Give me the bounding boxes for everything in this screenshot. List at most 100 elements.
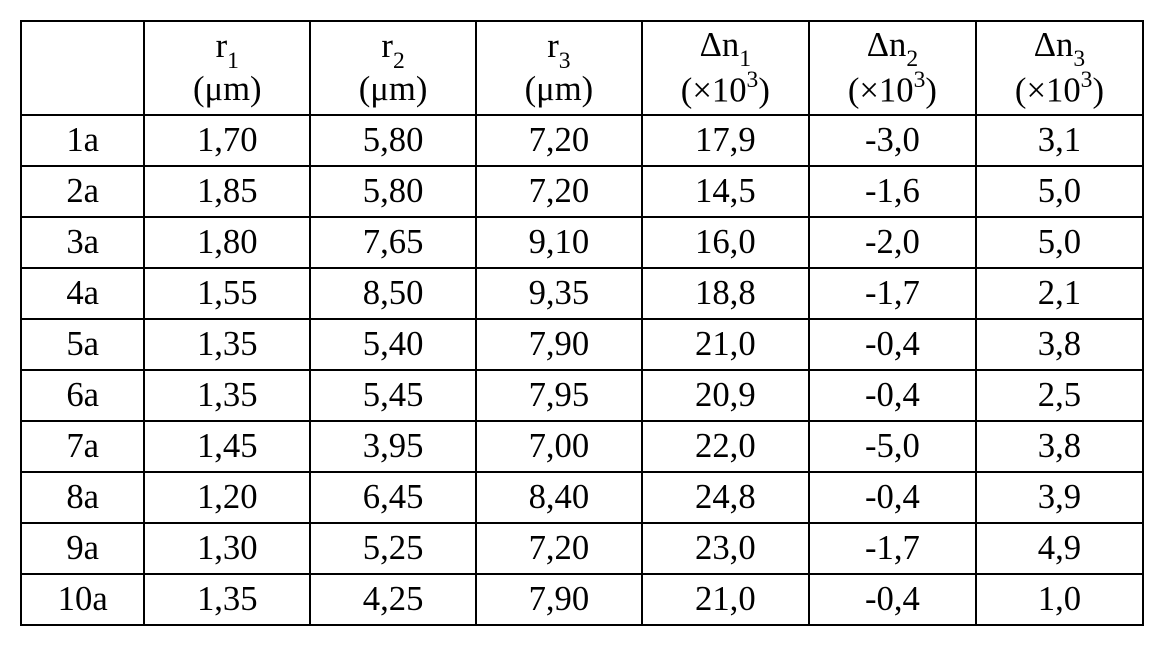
cell-label: 8a	[21, 472, 144, 523]
cell-r2: 5,45	[310, 370, 476, 421]
cell-label: 1a	[21, 115, 144, 166]
cell-r3: 7,20	[476, 115, 642, 166]
cell-dn3: 3,8	[976, 421, 1143, 472]
column-header-label	[21, 21, 144, 115]
cell-r3: 7,90	[476, 319, 642, 370]
cell-r3: 7,20	[476, 523, 642, 574]
data-table: r1(μm)r2(μm)r3(μm)Δn1(×103)Δn2(×103)Δn3(…	[20, 20, 1144, 626]
cell-dn3: 4,9	[976, 523, 1143, 574]
cell-dn3: 3,1	[976, 115, 1143, 166]
cell-dn2: -5,0	[809, 421, 976, 472]
cell-dn3: 5,0	[976, 217, 1143, 268]
cell-dn2: -0,4	[809, 574, 976, 625]
cell-dn1: 21,0	[642, 574, 809, 625]
column-header-dn3: Δn3(×103)	[976, 21, 1143, 115]
column-header-dn2: Δn2(×103)	[809, 21, 976, 115]
cell-r1: 1,30	[144, 523, 310, 574]
column-header-bottom: (×103)	[810, 70, 975, 109]
cell-dn2: -0,4	[809, 370, 976, 421]
column-header-top: r2	[311, 28, 475, 71]
cell-dn3: 3,8	[976, 319, 1143, 370]
cell-dn1: 17,9	[642, 115, 809, 166]
cell-dn3: 3,9	[976, 472, 1143, 523]
cell-dn1: 22,0	[642, 421, 809, 472]
cell-dn3: 1,0	[976, 574, 1143, 625]
cell-r3: 8,40	[476, 472, 642, 523]
cell-dn1: 14,5	[642, 166, 809, 217]
cell-r1: 1,55	[144, 268, 310, 319]
cell-r3: 9,10	[476, 217, 642, 268]
cell-r1: 1,70	[144, 115, 310, 166]
cell-label: 2a	[21, 166, 144, 217]
cell-r1: 1,20	[144, 472, 310, 523]
cell-r2: 4,25	[310, 574, 476, 625]
cell-r3: 9,35	[476, 268, 642, 319]
table-row: 2a1,855,807,2014,5-1,65,0	[21, 166, 1143, 217]
cell-r1: 1,45	[144, 421, 310, 472]
cell-r3: 7,20	[476, 166, 642, 217]
cell-r3: 7,95	[476, 370, 642, 421]
column-header-r1: r1(μm)	[144, 21, 310, 115]
cell-r1: 1,80	[144, 217, 310, 268]
table-row: 5a1,355,407,9021,0-0,43,8	[21, 319, 1143, 370]
cell-dn1: 21,0	[642, 319, 809, 370]
cell-dn2: -1,7	[809, 523, 976, 574]
cell-r1: 1,35	[144, 319, 310, 370]
cell-dn1: 18,8	[642, 268, 809, 319]
cell-label: 4a	[21, 268, 144, 319]
cell-r1: 1,35	[144, 574, 310, 625]
column-header-bottom: (μm)	[477, 71, 641, 107]
cell-dn1: 16,0	[642, 217, 809, 268]
cell-dn1: 23,0	[642, 523, 809, 574]
cell-r2: 7,65	[310, 217, 476, 268]
table-row: 1a1,705,807,2017,9-3,03,1	[21, 115, 1143, 166]
cell-r1: 1,35	[144, 370, 310, 421]
cell-r2: 5,80	[310, 166, 476, 217]
column-header-top: r3	[477, 28, 641, 71]
column-header-top: Δn3	[977, 27, 1142, 70]
table-row: 3a1,807,659,1016,0-2,05,0	[21, 217, 1143, 268]
column-header-top: r1	[145, 28, 309, 71]
table-body: 1a1,705,807,2017,9-3,03,12a1,855,807,201…	[21, 115, 1143, 625]
cell-r2: 5,80	[310, 115, 476, 166]
column-header-dn1: Δn1(×103)	[642, 21, 809, 115]
cell-dn3: 2,5	[976, 370, 1143, 421]
table-row: 8a1,206,458,4024,8-0,43,9	[21, 472, 1143, 523]
table-row: 10a1,354,257,9021,0-0,41,0	[21, 574, 1143, 625]
column-header-bottom: (μm)	[145, 71, 309, 107]
column-header-r3: r3(μm)	[476, 21, 642, 115]
cell-r2: 3,95	[310, 421, 476, 472]
cell-dn2: -0,4	[809, 472, 976, 523]
table-header: r1(μm)r2(μm)r3(μm)Δn1(×103)Δn2(×103)Δn3(…	[21, 21, 1143, 115]
cell-r2: 5,40	[310, 319, 476, 370]
cell-label: 5a	[21, 319, 144, 370]
column-header-top: Δn2	[810, 27, 975, 70]
cell-r2: 8,50	[310, 268, 476, 319]
cell-dn1: 20,9	[642, 370, 809, 421]
cell-dn2: -3,0	[809, 115, 976, 166]
table-row: 7a1,453,957,0022,0-5,03,8	[21, 421, 1143, 472]
cell-r3: 7,90	[476, 574, 642, 625]
cell-r2: 5,25	[310, 523, 476, 574]
table-row: 4a1,558,509,3518,8-1,72,1	[21, 268, 1143, 319]
cell-dn3: 5,0	[976, 166, 1143, 217]
cell-dn2: -0,4	[809, 319, 976, 370]
cell-label: 7a	[21, 421, 144, 472]
cell-dn2: -2,0	[809, 217, 976, 268]
column-header-r2: r2(μm)	[310, 21, 476, 115]
cell-label: 10a	[21, 574, 144, 625]
column-header-top: Δn1	[643, 27, 808, 70]
cell-r1: 1,85	[144, 166, 310, 217]
cell-label: 9a	[21, 523, 144, 574]
cell-dn2: -1,6	[809, 166, 976, 217]
table-row: 9a1,305,257,2023,0-1,74,9	[21, 523, 1143, 574]
cell-dn1: 24,8	[642, 472, 809, 523]
cell-dn2: -1,7	[809, 268, 976, 319]
column-header-bottom: (μm)	[311, 71, 475, 107]
cell-label: 3a	[21, 217, 144, 268]
cell-dn3: 2,1	[976, 268, 1143, 319]
cell-label: 6a	[21, 370, 144, 421]
column-header-bottom: (×103)	[977, 70, 1142, 109]
table-row: 6a1,355,457,9520,9-0,42,5	[21, 370, 1143, 421]
cell-r2: 6,45	[310, 472, 476, 523]
